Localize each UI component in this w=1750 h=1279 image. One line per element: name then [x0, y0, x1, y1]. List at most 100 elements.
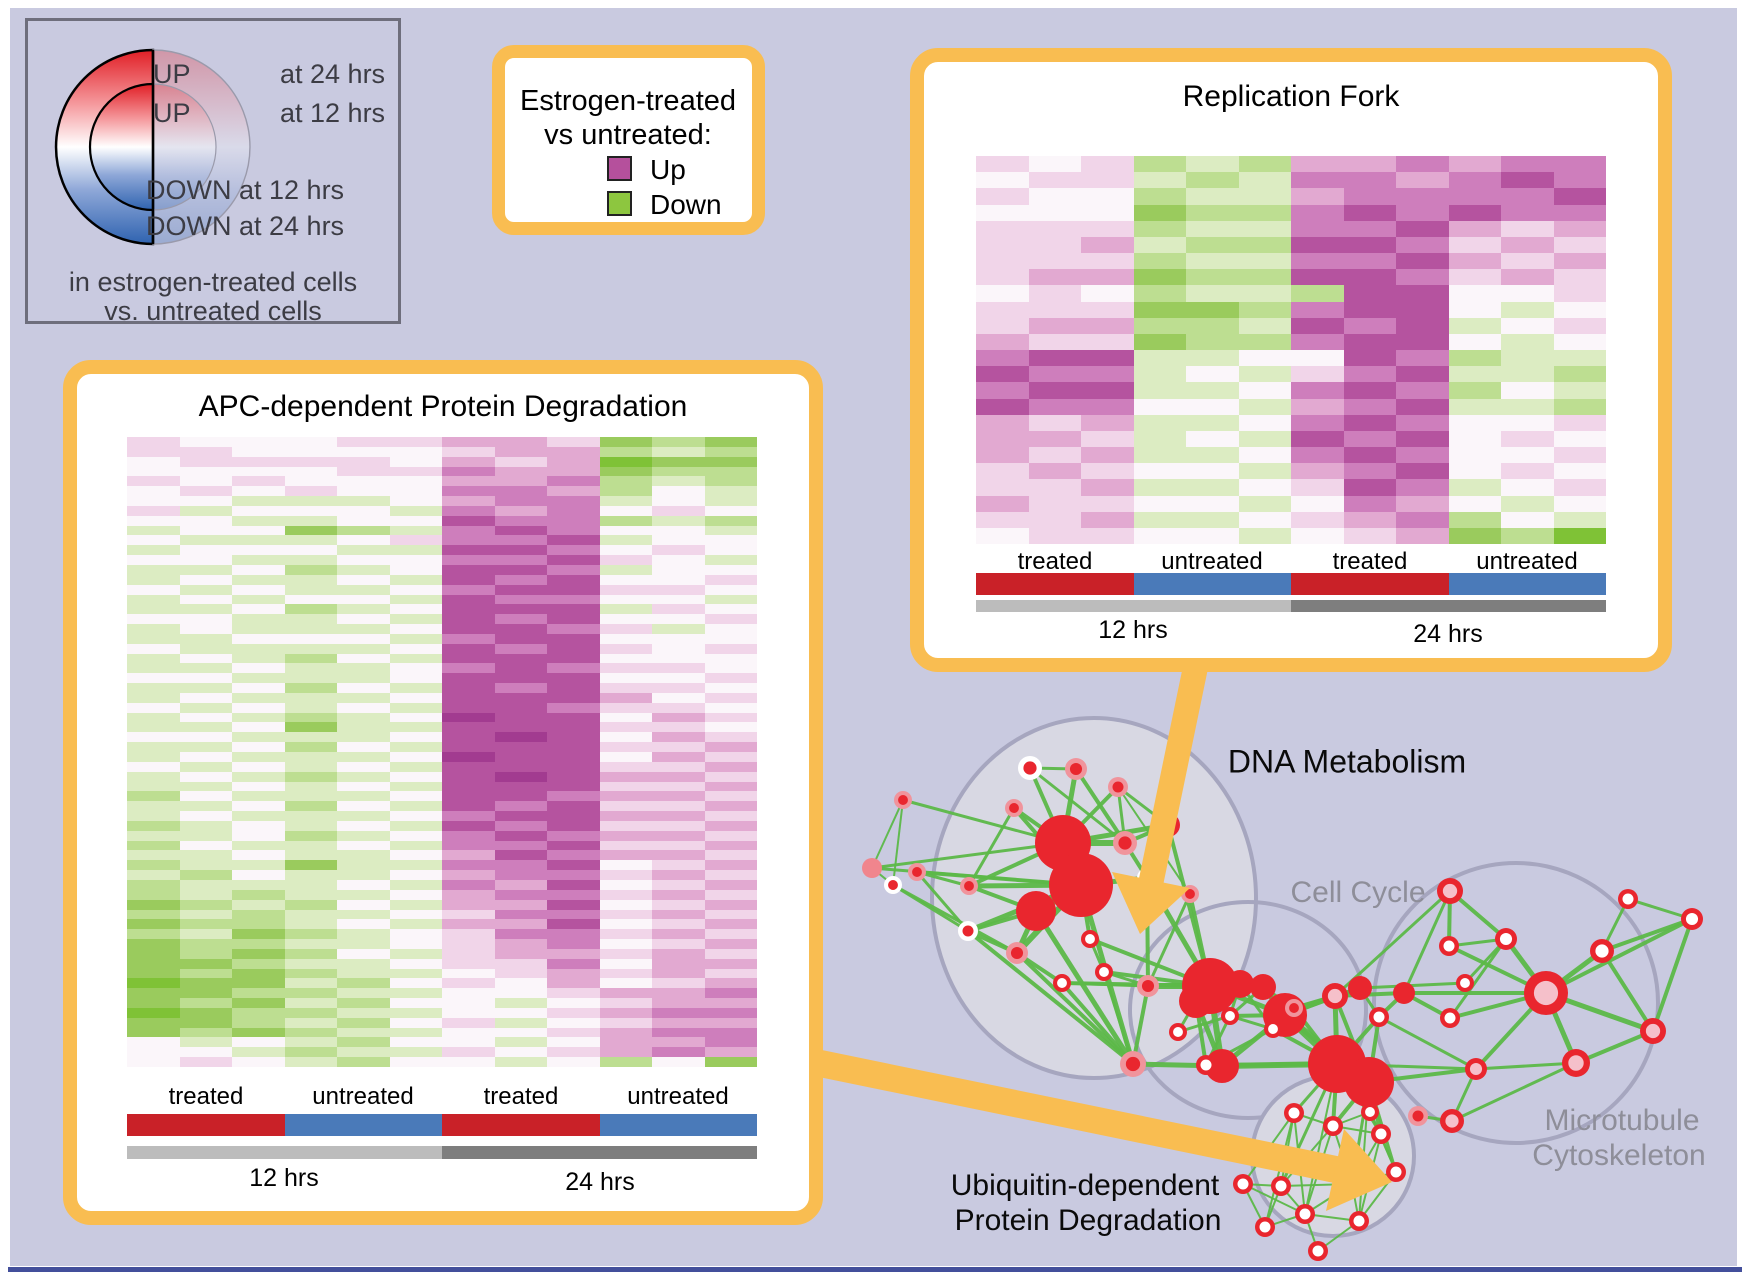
- heatmap-cell: [494, 683, 547, 693]
- heatmap-cell: [179, 742, 232, 752]
- heatmap-cell: [442, 761, 495, 772]
- heatmap-cell: [547, 643, 600, 654]
- heatmap-cell: [1291, 220, 1344, 237]
- heatmap-row: [976, 479, 1606, 496]
- heatmap-cell: [1343, 366, 1396, 383]
- heatmap-cell: [1396, 188, 1449, 205]
- heatmap-row: [127, 712, 757, 723]
- heatmap-cell: [337, 683, 390, 693]
- network-node-core: [1390, 1166, 1402, 1178]
- heatmap-cell: [232, 702, 285, 713]
- heatmap-cell: [232, 1047, 285, 1058]
- heatmap-cell: [1186, 479, 1239, 496]
- heatmap-cell: [337, 968, 390, 979]
- heatmap-cell: [1448, 269, 1501, 286]
- heatmap-cell: [652, 476, 705, 487]
- apc-untreated-bar-24: [600, 1114, 757, 1136]
- network-node-core: [1444, 1012, 1456, 1024]
- heatmap-cell: [232, 614, 285, 625]
- heatmap-cell: [1133, 204, 1186, 221]
- heatmap-cell: [389, 722, 442, 733]
- heatmap-cell: [442, 1047, 495, 1058]
- heatmap-cell: [1553, 414, 1606, 431]
- heatmap-cell: [337, 624, 390, 634]
- network-node-core: [1288, 1107, 1300, 1119]
- heatmap-cell: [494, 801, 547, 812]
- heatmap-row: [127, 899, 757, 910]
- heatmap-cell: [1238, 333, 1291, 351]
- heatmap-cell: [547, 860, 600, 871]
- heatmap-cell: [652, 968, 705, 979]
- heatmap-cell: [127, 811, 180, 821]
- heatmap-cell: [1448, 430, 1501, 448]
- heatmap-cell: [389, 998, 442, 1008]
- network-edge: [1378, 1015, 1477, 1071]
- heatmap-cell: [1448, 350, 1501, 367]
- heatmap-cell: [652, 604, 705, 615]
- heatmap-cell: [494, 761, 547, 772]
- network-node: [1016, 891, 1056, 931]
- heatmap-cell: [652, 466, 705, 477]
- heatmap-cell: [1291, 511, 1344, 528]
- heatmap-cell: [284, 456, 337, 467]
- network-node-core: [898, 795, 908, 805]
- heatmap-cell: [232, 978, 285, 989]
- heatmap-cell: [337, 692, 390, 703]
- network-node-core: [1568, 1055, 1584, 1071]
- heatmap-cell: [1081, 414, 1134, 431]
- heatmap-cell: [599, 1007, 652, 1018]
- heatmap-cell: [704, 968, 757, 979]
- heatmap-row: [127, 1057, 757, 1067]
- heatmap-cell: [1081, 220, 1134, 237]
- heatmap-cell: [389, 939, 442, 949]
- heatmap-cell: [442, 555, 495, 565]
- heatmap-cell: [704, 781, 757, 792]
- heatmap-cell: [442, 446, 495, 457]
- heatmap-cell: [494, 929, 547, 940]
- heatmap-cell: [232, 476, 285, 487]
- heatmap-cell: [1343, 350, 1396, 367]
- heatmap-row: [127, 761, 757, 772]
- heatmap-cell: [232, 761, 285, 772]
- heatmap-cell: [599, 1027, 652, 1038]
- heatmap-cell: [389, 653, 442, 664]
- heatmap-cell: [1133, 382, 1186, 399]
- heatmap-row: [976, 285, 1606, 302]
- heatmap-cell: [337, 663, 390, 674]
- heatmap-cell: [232, 692, 285, 703]
- apc-24hrs-label: 24 hrs: [565, 1168, 635, 1196]
- heatmap-cell: [599, 811, 652, 821]
- heatmap-row: [127, 978, 757, 989]
- heatmap-cell: [1396, 172, 1449, 189]
- heatmap-cell: [599, 781, 652, 792]
- heatmap-cell: [389, 535, 442, 546]
- heatmap-cell: [337, 574, 390, 585]
- network-node-core: [1445, 1114, 1459, 1128]
- heatmap-cell: [494, 1027, 547, 1038]
- heatmap-cell: [389, 614, 442, 625]
- heatmap-cell: [494, 692, 547, 703]
- heatmap-cell: [179, 545, 232, 556]
- heatmap-cell: [494, 604, 547, 615]
- heatmap-cell: [494, 505, 547, 516]
- heatmap-cell: [1553, 350, 1606, 367]
- heatmap-cell: [442, 742, 495, 752]
- heatmap-cell: [179, 909, 232, 920]
- heatmap-cell: [652, 860, 705, 871]
- heatmap-cell: [179, 840, 232, 851]
- heatmap-cell: [337, 633, 390, 644]
- heatmap-cell: [127, 1057, 180, 1067]
- heatmap-row: [976, 236, 1606, 254]
- heatmap-cell: [389, 466, 442, 477]
- heatmap-cell: [179, 988, 232, 999]
- heatmap-cell: [232, 830, 285, 841]
- heatmap-cell: [652, 771, 705, 782]
- heatmap-cell: [127, 663, 180, 674]
- heatmap-cell: [547, 958, 600, 969]
- heatmap-cell: [1238, 204, 1291, 221]
- heatmap-cell: [337, 525, 390, 536]
- heatmap-cell: [1081, 285, 1134, 302]
- heatmap-cell: [652, 811, 705, 821]
- heatmap-cell: [284, 574, 337, 585]
- heatmap-cell: [547, 564, 600, 575]
